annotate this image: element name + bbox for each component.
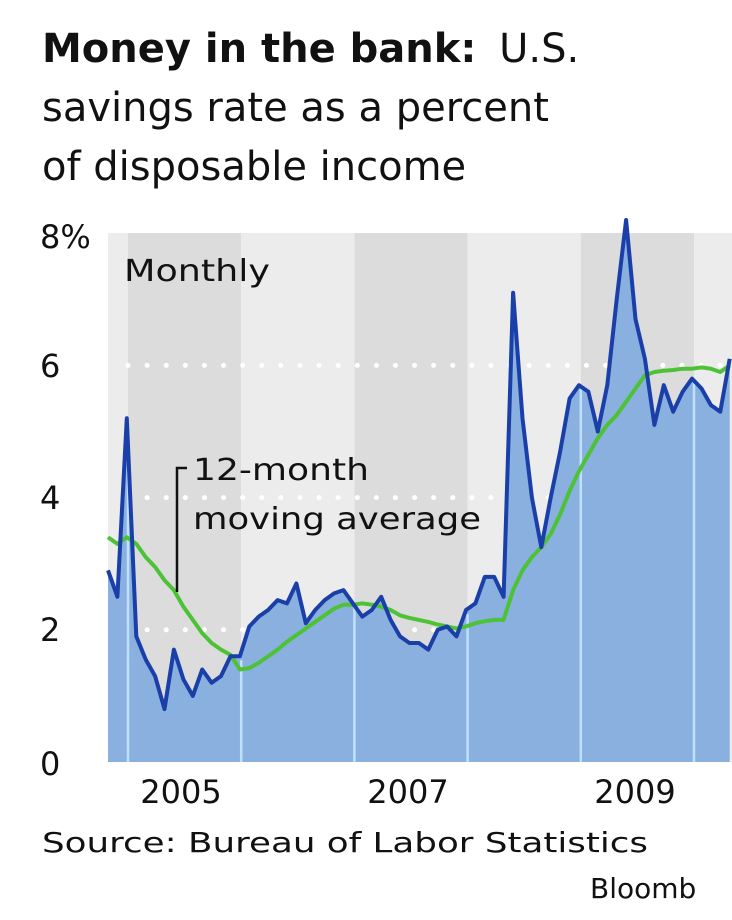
title-bold: Money in the bank:: [42, 26, 476, 72]
credit: Bloomb: [590, 872, 696, 905]
y-tick-8: 8%: [40, 218, 91, 256]
source-note: Source: Bureau of Labor Statistics: [42, 826, 648, 859]
title-part-1: U.S.: [499, 26, 579, 72]
x-tick-2005: 2005: [140, 773, 221, 811]
annotation-line-1: 12-month: [193, 453, 369, 488]
title-line-2: savings rate as a percent: [42, 85, 549, 131]
y-tick-2: 2: [40, 611, 60, 649]
y-tick-6: 6: [40, 347, 60, 385]
annotation-leader-line: [175, 466, 187, 592]
y-tick-4: 4: [40, 479, 60, 517]
title-line-3: of disposable income: [42, 144, 466, 190]
plot-marks: [106, 218, 732, 762]
annotation-line-2: moving average: [193, 502, 481, 537]
x-tick-2009: 2009: [594, 773, 675, 811]
monthly-area: [108, 220, 730, 762]
y-tick-0: 0: [40, 745, 60, 783]
svg-text:Money in the bank: U.S.: Money in the bank: U.S.: [42, 26, 579, 72]
inner-label-monthly: Monthly: [124, 254, 270, 289]
x-tick-2007: 2007: [367, 773, 448, 811]
